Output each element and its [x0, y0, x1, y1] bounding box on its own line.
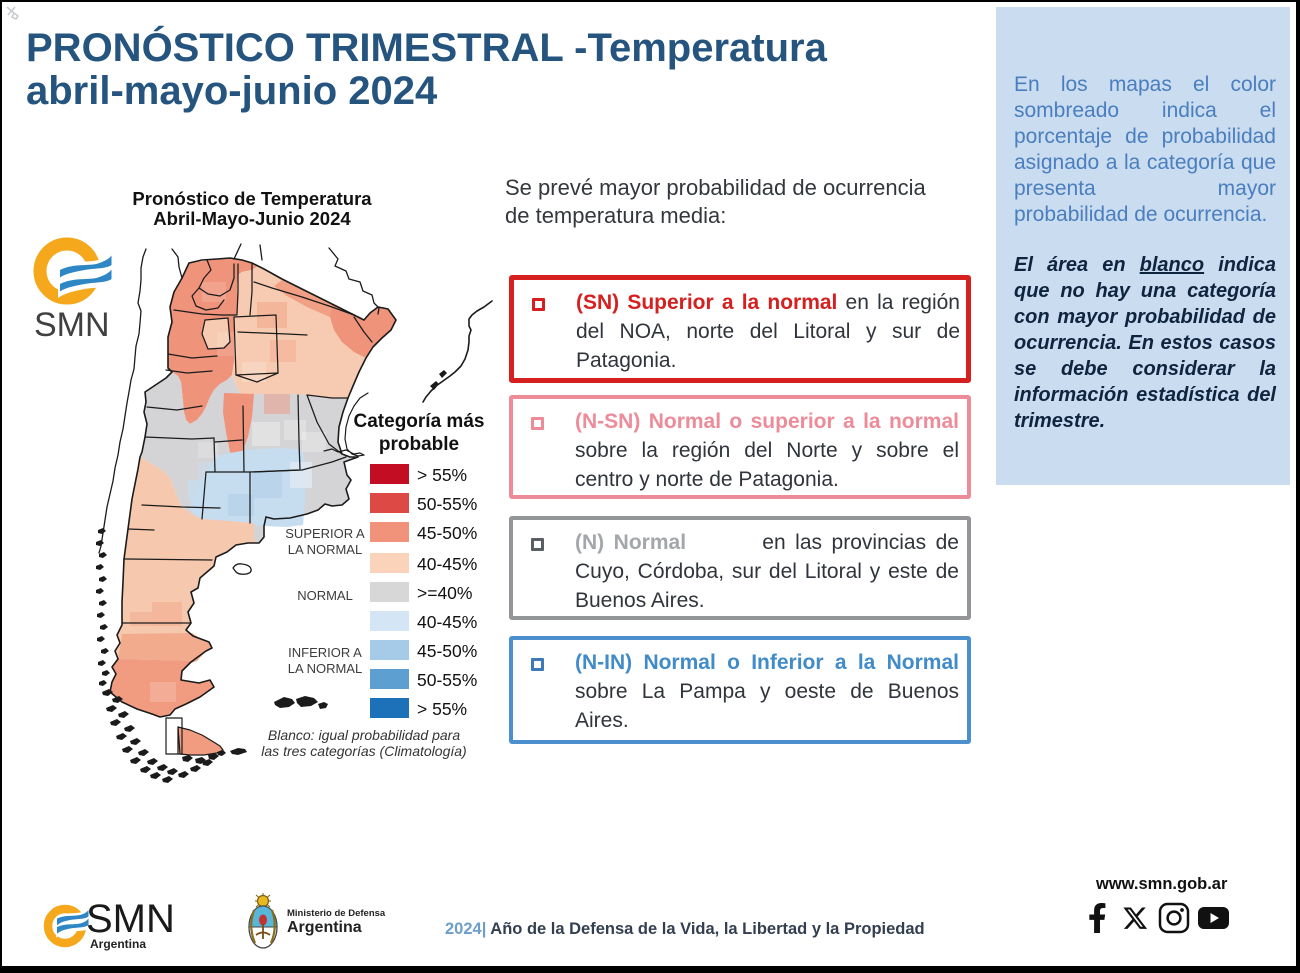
svg-text:SMN: SMN	[34, 306, 110, 344]
